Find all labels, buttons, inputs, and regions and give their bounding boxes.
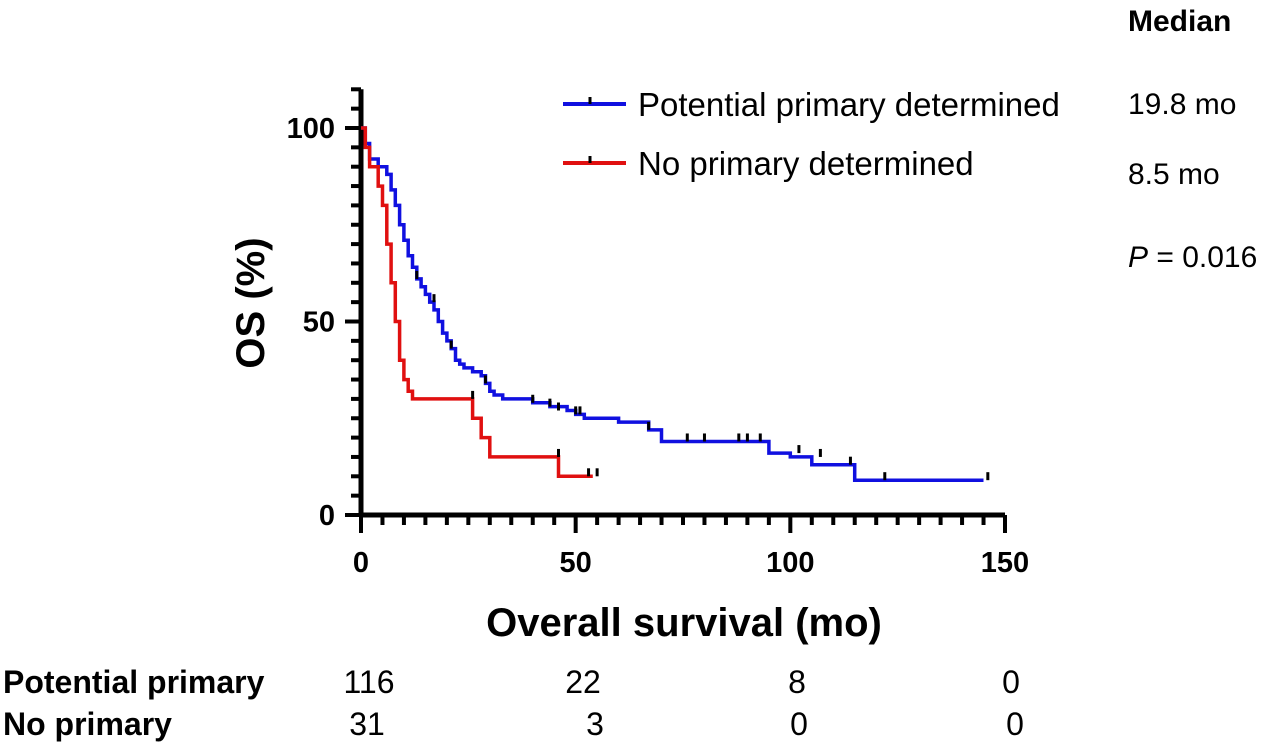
x-tick-label: 50 — [560, 547, 592, 579]
median-annotations: Median 19.8 mo 8.5 mo P = 0.016 — [1128, 5, 1257, 274]
p-value: P = 0.016 — [1128, 241, 1257, 274]
median-header: Median — [1128, 5, 1231, 38]
p-value-number: = 0.016 — [1148, 241, 1257, 274]
x-axis-title: Overall survival (mo) — [486, 601, 882, 645]
median-value-potential-primary: 19.8 mo — [1128, 88, 1236, 121]
x-tick-label: 150 — [981, 547, 1029, 579]
axes: 0 50 100 0 50 100 150 — [287, 87, 1029, 579]
risk-count: 0 — [1002, 664, 1020, 700]
legend-item-no-primary: No primary determined — [563, 145, 974, 182]
series-line-no-primary — [361, 126, 593, 479]
y-tick-label: 50 — [303, 307, 335, 339]
y-tick-label: 0 — [319, 500, 335, 532]
risk-row-label-no-primary: No primary — [3, 706, 172, 742]
legend: Potential primary determined No primary … — [563, 86, 1060, 182]
legend-item-potential-primary: Potential primary determined — [563, 86, 1060, 123]
y-tick-label: 100 — [287, 113, 335, 145]
x-tick-label: 100 — [766, 547, 814, 579]
legend-label-no-primary: No primary determined — [638, 145, 974, 182]
p-label: P — [1128, 241, 1148, 274]
median-value-no-primary: 8.5 mo — [1128, 158, 1220, 191]
risk-count: 22 — [565, 664, 601, 700]
y-axis-title: OS (%) — [229, 237, 273, 368]
risk-table: Potential primary No primary 116 22 8 0 … — [3, 664, 1024, 742]
x-tick-label: 0 — [353, 547, 369, 579]
series-line-potential-primary — [361, 126, 984, 482]
risk-count: 0 — [1006, 706, 1024, 742]
legend-label-potential-primary: Potential primary determined — [638, 86, 1060, 123]
risk-count: 31 — [349, 706, 385, 742]
series-layer — [361, 126, 990, 482]
risk-count: 116 — [343, 664, 394, 700]
risk-count: 8 — [788, 664, 806, 700]
risk-count: 0 — [790, 706, 808, 742]
risk-row-label-potential-primary: Potential primary — [3, 664, 265, 700]
risk-count: 3 — [586, 706, 604, 742]
